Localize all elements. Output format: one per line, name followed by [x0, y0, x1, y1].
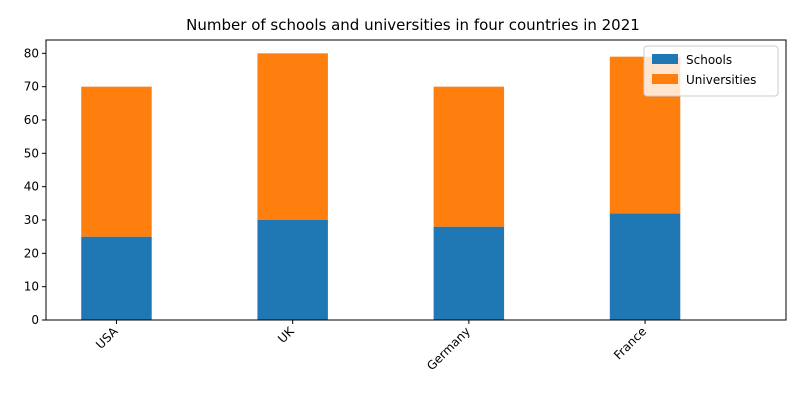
chart-title: Number of schools and universities in fo…: [186, 16, 640, 34]
y-tick-label: 50: [24, 146, 39, 160]
y-tick-label: 20: [24, 246, 39, 260]
legend-label-universities: Universities: [686, 73, 756, 87]
bar-universities-usa: [81, 86, 152, 237]
y-tick-label: 30: [24, 213, 39, 227]
y-tick-label: 80: [24, 46, 39, 60]
bar-universities-uk: [257, 53, 328, 221]
legend-swatch-universities: [652, 74, 678, 84]
bar-universities-germany: [433, 86, 505, 227]
y-tick-label: 10: [24, 280, 39, 294]
bar-schools-uk: [257, 220, 328, 320]
bar-schools-france: [609, 213, 681, 320]
x-tick-label-germany: Germany: [424, 324, 473, 373]
y-tick-label: 70: [24, 80, 39, 94]
bar-group: [81, 53, 681, 320]
y-axis: 0 10 20 30 40 50 60 70 80: [24, 40, 47, 327]
legend-swatch-schools: [652, 54, 678, 64]
x-tick-label-uk: UK: [275, 323, 297, 345]
legend-label-schools: Schools: [686, 53, 732, 67]
y-tick-label: 0: [31, 313, 39, 327]
x-axis: USA UK Germany France: [93, 320, 649, 373]
y-tick-label: 40: [24, 180, 39, 194]
y-tick-label: 60: [24, 113, 39, 127]
x-tick-label-france: France: [611, 324, 649, 362]
x-tick-label-usa: USA: [93, 324, 121, 352]
bar-schools-germany: [433, 226, 505, 320]
legend: Schools Universities: [643, 45, 779, 97]
plot-frame: [45, 39, 787, 321]
bar-schools-usa: [81, 236, 152, 320]
